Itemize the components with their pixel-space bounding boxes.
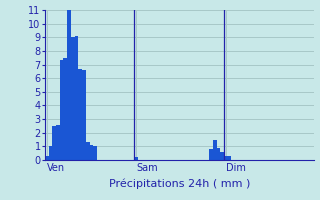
Bar bbox=[78, 69, 82, 160]
X-axis label: Précipitations 24h ( mm ): Précipitations 24h ( mm ) bbox=[108, 178, 250, 189]
Bar bbox=[63, 58, 67, 160]
Bar bbox=[86, 142, 90, 160]
Bar bbox=[60, 60, 63, 160]
Bar bbox=[71, 37, 75, 160]
Bar bbox=[67, 10, 71, 160]
Bar bbox=[224, 156, 228, 160]
Bar bbox=[45, 156, 49, 160]
Bar bbox=[213, 140, 217, 160]
Bar bbox=[52, 126, 56, 160]
Bar bbox=[82, 70, 86, 160]
Bar bbox=[228, 156, 231, 160]
Bar bbox=[220, 152, 224, 160]
Bar bbox=[56, 125, 60, 160]
Bar bbox=[49, 146, 52, 160]
Bar bbox=[90, 145, 93, 160]
Bar bbox=[217, 148, 220, 160]
Bar bbox=[75, 36, 78, 160]
Bar bbox=[209, 149, 213, 160]
Bar bbox=[134, 157, 138, 160]
Bar bbox=[93, 146, 97, 160]
